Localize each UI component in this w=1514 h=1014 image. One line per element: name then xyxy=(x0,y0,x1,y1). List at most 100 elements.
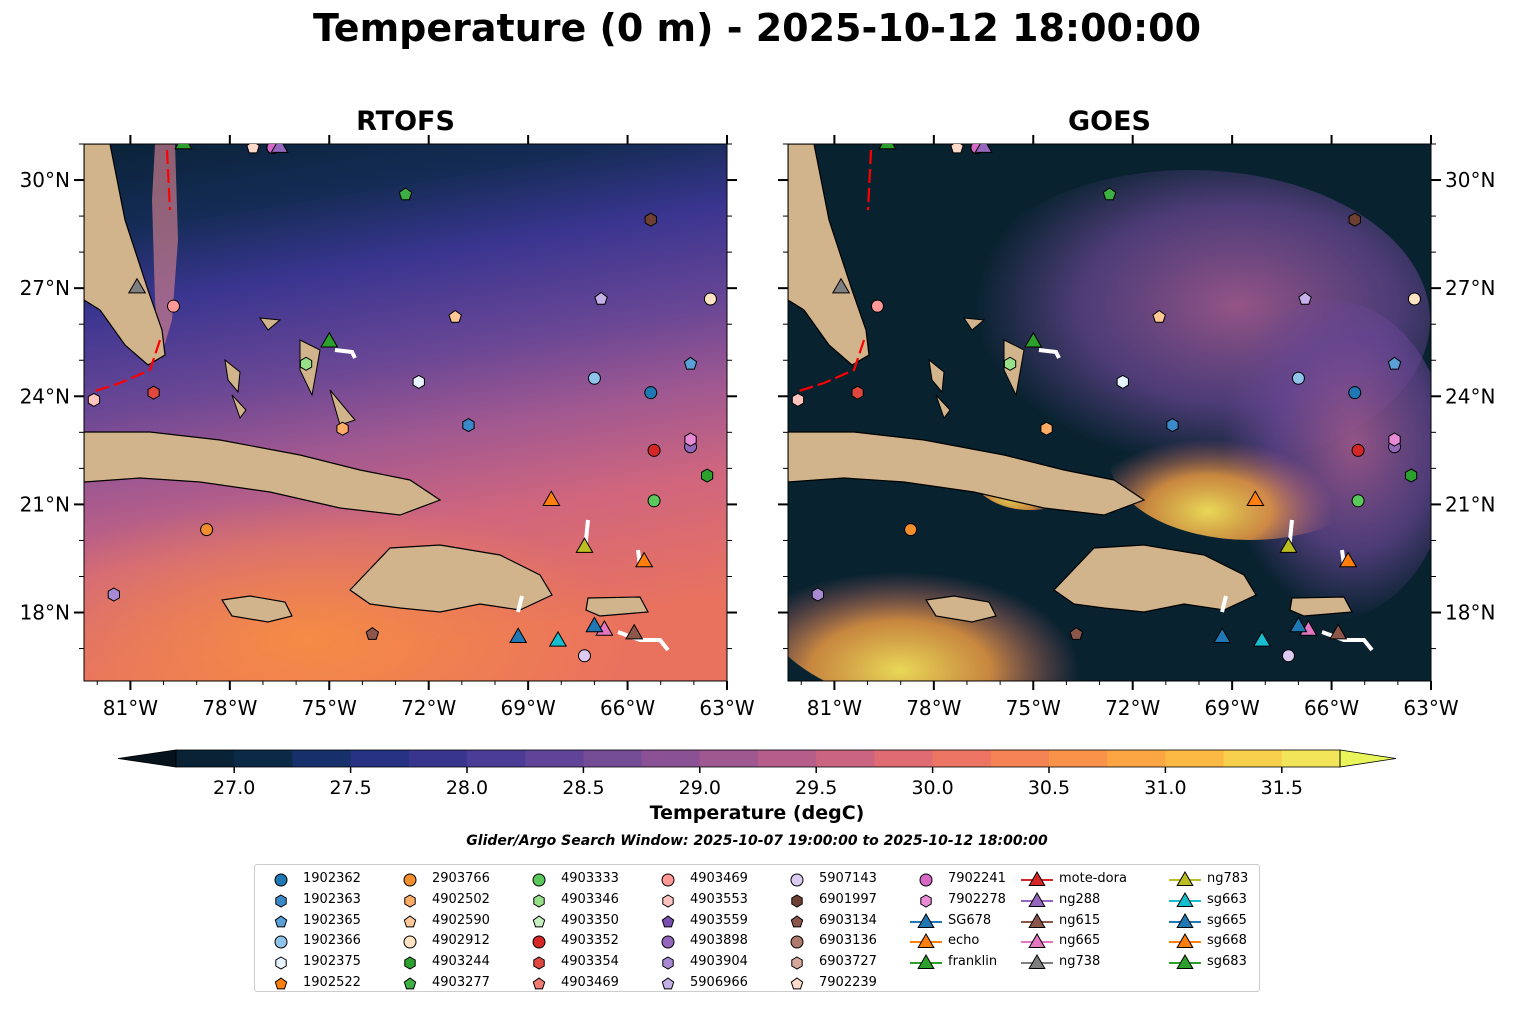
legend-label: sg668 xyxy=(1207,933,1247,949)
legend-marker-circle xyxy=(790,935,804,949)
y-tick-label: 27°N xyxy=(20,276,70,300)
legend-label: 6903134 xyxy=(819,912,877,928)
legend-marker-triangle xyxy=(910,954,942,970)
y-tick-label: 24°N xyxy=(20,384,70,408)
marker-5907143 xyxy=(1281,649,1295,663)
marker-sg665 xyxy=(1289,616,1308,633)
goes-map xyxy=(788,144,1431,681)
marker-4903277 xyxy=(1102,187,1117,201)
x-tick-label: 75°W xyxy=(1006,696,1061,720)
legend-label: sg665 xyxy=(1207,912,1247,928)
legend-symbol xyxy=(790,935,804,949)
colorbar-segment xyxy=(874,750,934,767)
marker-1902363 xyxy=(1166,418,1179,433)
cuba-land-goes xyxy=(788,431,1146,516)
legend-label: 1902363 xyxy=(303,891,361,907)
legend-marker-hexagon xyxy=(791,894,803,908)
x-tick-label: 72°W xyxy=(401,696,456,720)
legend-label: mote-dora xyxy=(1059,871,1127,886)
marker-7902278 xyxy=(1388,432,1401,447)
legend-symbol xyxy=(274,914,288,927)
panel-title-rtofs: RTOFS xyxy=(356,106,455,137)
marker-sg683 xyxy=(878,144,897,150)
legend-marker-hexagon xyxy=(404,956,416,970)
legend-symbol xyxy=(1028,912,1046,928)
legend-marker-triangle xyxy=(1021,933,1053,949)
legend-label: 2903766 xyxy=(432,871,490,886)
legend-label: 1902362 xyxy=(303,871,361,886)
legend-symbol xyxy=(274,977,288,990)
colorbar-segment xyxy=(234,750,293,767)
legend-label: franklin xyxy=(948,954,998,970)
legend-marker-hexagon xyxy=(662,894,674,908)
legend-symbol xyxy=(791,894,803,908)
marker-echo xyxy=(1246,490,1265,506)
marker-ng783 xyxy=(575,537,594,553)
rtofs-loop-current-track xyxy=(91,149,172,394)
legend-symbol xyxy=(917,954,935,970)
legend-marker-hexagon xyxy=(404,894,416,908)
legend-label: 4903352 xyxy=(561,933,619,949)
marker-4903469 xyxy=(870,299,884,313)
legend-symbol xyxy=(1176,933,1194,949)
colorbar-segment xyxy=(350,750,410,767)
legend-marker-pentagon xyxy=(532,914,546,927)
marker-echo xyxy=(542,490,561,506)
legend-marker-circle xyxy=(661,935,675,949)
marker-ng288 xyxy=(974,144,993,153)
legend-label: 1902366 xyxy=(303,933,361,949)
marker-1902365 xyxy=(1387,356,1402,370)
marker-1902362 xyxy=(644,386,658,400)
colorbar-segment xyxy=(816,750,875,767)
marker-franklin xyxy=(1024,331,1043,348)
legend-symbol xyxy=(661,977,675,990)
legend-label: 4903559 xyxy=(690,912,748,928)
legend-symbol xyxy=(533,956,545,970)
marker-6901997 xyxy=(1348,212,1361,227)
rtofs-glider-tracks xyxy=(334,348,670,652)
legend-symbol xyxy=(532,977,546,990)
legend-marker-pentagon xyxy=(661,977,675,990)
colorbar-segment xyxy=(932,750,992,767)
legend-marker-triangle xyxy=(1169,891,1201,907)
legend-symbol xyxy=(661,935,675,949)
legend-symbol xyxy=(403,977,417,990)
legend-label: ng288 xyxy=(1059,891,1101,907)
legend-marker-triangle xyxy=(1169,912,1201,928)
colorbar-segment xyxy=(1281,750,1341,767)
marker-2903766 xyxy=(904,523,918,537)
marker-sg663 xyxy=(548,630,568,647)
marker-ng738 xyxy=(127,277,147,294)
marker-4903333 xyxy=(1351,494,1365,508)
marker-1902362 xyxy=(1348,386,1362,400)
marker-4903244 xyxy=(701,468,714,483)
legend-label: sg663 xyxy=(1207,891,1247,907)
legend-marker-pentagon xyxy=(790,977,804,990)
legend-label: 4903469 xyxy=(690,871,748,886)
legend-marker-circle xyxy=(403,935,417,949)
legend: 1902362 1902363 1902365 1902366 1902375 19025… xyxy=(254,864,1260,992)
x-tick-label: 72°W xyxy=(1105,696,1160,720)
search-window-text: Glider/Argo Search Window: 2025-10-07 19… xyxy=(466,833,1048,849)
marker-4903333 xyxy=(647,494,661,508)
marker-1902375 xyxy=(1116,374,1129,389)
marker-4903553 xyxy=(791,392,805,407)
legend-marker-triangle xyxy=(910,933,942,949)
legend-marker-pentagon xyxy=(403,914,417,927)
legend-label: 7902278 xyxy=(948,891,1006,907)
legend-marker-hexagon xyxy=(533,894,545,908)
legend-label: 1902375 xyxy=(303,954,361,970)
legend-symbol xyxy=(1176,912,1194,928)
goes-warm-east xyxy=(1110,380,1390,540)
legend-label: 4903553 xyxy=(690,891,748,907)
hispaniola-land xyxy=(349,544,553,613)
marker-SG678 xyxy=(1213,627,1232,643)
colorbar-segment xyxy=(1107,750,1166,767)
colorbar-tick-label: 31.0 xyxy=(1144,777,1186,799)
marker-4903354 xyxy=(147,385,160,400)
marker-sg668 xyxy=(1339,551,1358,568)
puerto-rico-land-goes xyxy=(1289,596,1353,617)
rtofs-map xyxy=(84,144,727,681)
florida-land-goes xyxy=(788,144,870,366)
marker-ng615 xyxy=(1329,623,1348,640)
